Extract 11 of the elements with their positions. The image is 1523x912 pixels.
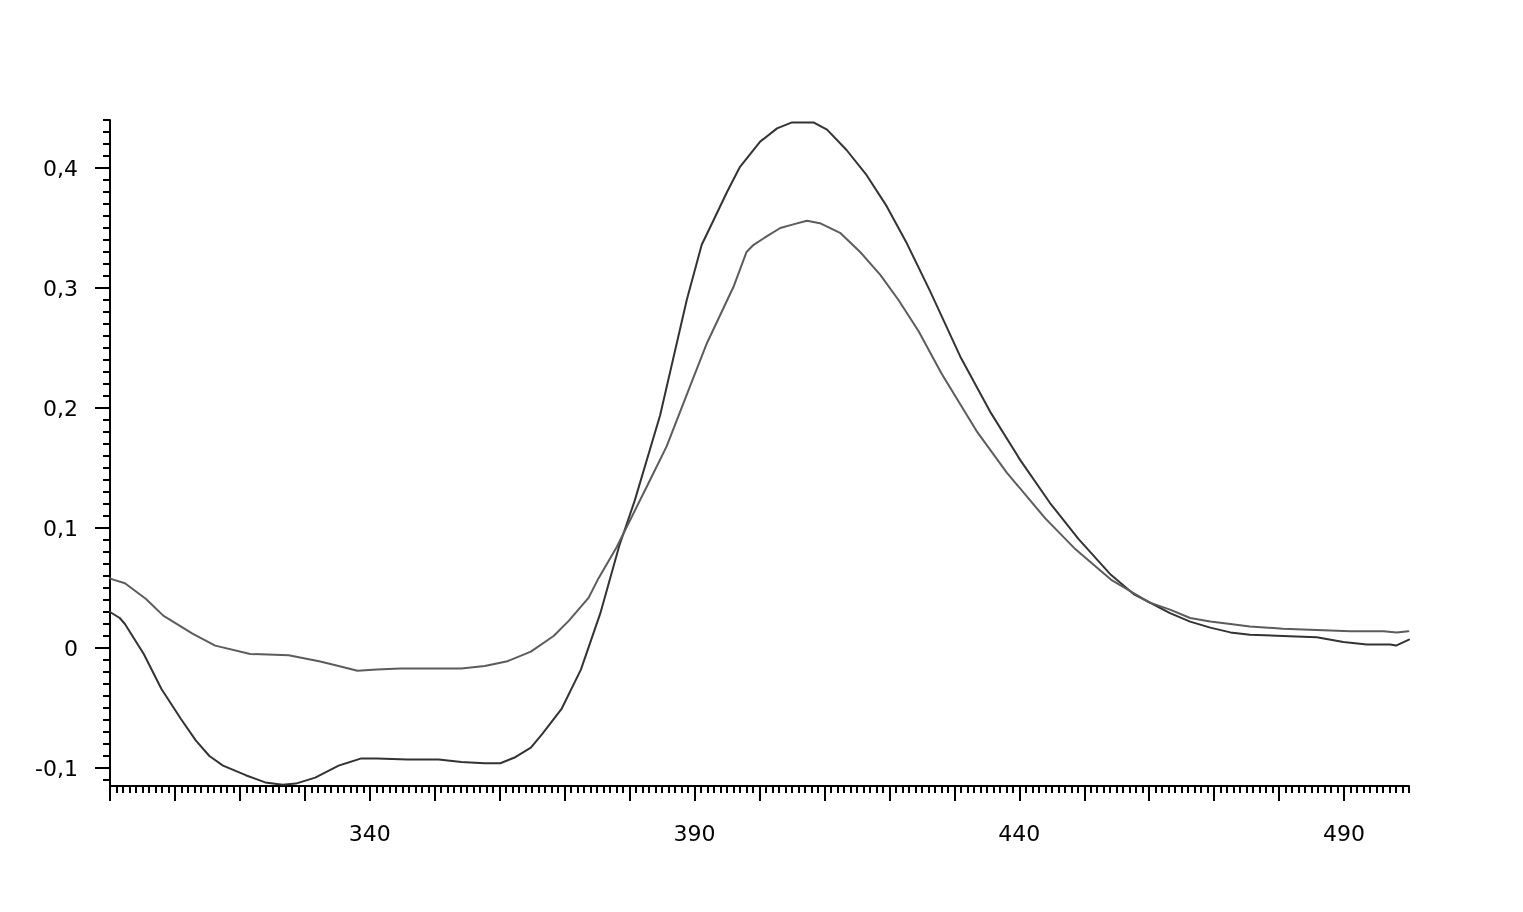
- y-tick-label: 0,3: [43, 275, 78, 301]
- y-tick-label: 0,1: [43, 515, 78, 541]
- x-tick-label: 490: [1323, 820, 1366, 846]
- y-tick-label: 0: [64, 635, 78, 661]
- x-tick-label: 390: [673, 820, 716, 846]
- x-tick-label: 440: [998, 820, 1041, 846]
- x-tick-label: 340: [348, 820, 391, 846]
- line-series: [109, 219, 1410, 672]
- y-tick-label: 0,2: [43, 395, 78, 421]
- y-tick-label: 0,4: [43, 155, 78, 181]
- y-tick-label: -0,1: [35, 755, 78, 781]
